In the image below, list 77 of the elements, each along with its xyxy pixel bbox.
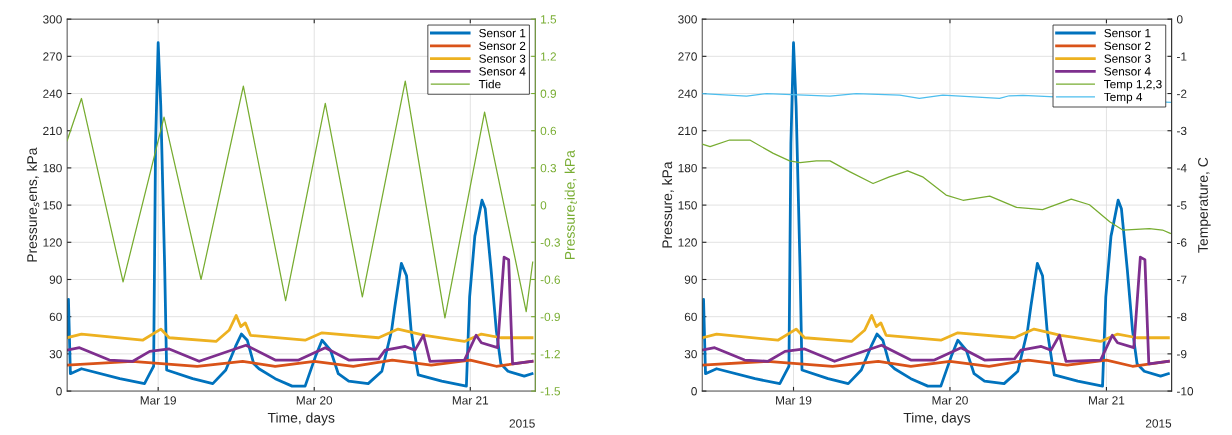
text: 2015 [509, 419, 535, 428]
y2-tick-label: 0.9 [540, 89, 557, 98]
y-tick-label: 300 [43, 15, 62, 24]
y2-tick-label: 0 [1176, 15, 1183, 24]
y2-tick-label: 1.2 [541, 52, 556, 61]
y-tick-label: 180 [43, 163, 62, 173]
y-tick-label: 150 [678, 201, 697, 210]
y2-tick-label: -2 [1177, 89, 1187, 98]
line-series [67, 80, 534, 319]
legend-label: Sensor 2 [479, 41, 526, 51]
y-tick-label: 270 [43, 52, 62, 61]
y-tick-label: 60 [49, 312, 62, 322]
y2-tick-label: -0.6 [540, 275, 560, 284]
line-series [67, 314, 534, 343]
y2-tick-label: -8 [1177, 312, 1187, 322]
y2-tick-label: -6 [1177, 238, 1187, 247]
y-tick-label: 240 [678, 89, 697, 98]
y2-tick-label: 0.6 [540, 126, 557, 136]
y2-tick-label: 0 [540, 201, 547, 210]
y2-tick-label: -1.2 [540, 349, 560, 359]
x-axis-title: Time, days [903, 412, 971, 426]
x-tick-label: Mar 20 [296, 396, 333, 405]
line-series [67, 255, 534, 366]
y2-tick-label: 1.5 [541, 15, 557, 24]
y2-tick-label: -10 [1177, 387, 1194, 396]
y2-tick-label: -0.3 [540, 238, 560, 247]
line-series [702, 314, 1170, 343]
y-tick-label: 90 [684, 275, 697, 284]
x-tick-label: Mar 21 [1089, 396, 1125, 405]
y-axis-title: Pressure$_{s}$ens, kPa [26, 147, 40, 262]
x-tick-label: Mar 20 [932, 396, 968, 405]
y2-tick-label: 0.3 [540, 163, 557, 173]
legend-label: Sensor 1 [479, 28, 526, 38]
y-tick-label: 240 [43, 89, 62, 98]
y-tick-label: 300 [678, 15, 697, 24]
y2-tick-label: -5 [1177, 201, 1187, 210]
x-axis-title: Time, days [267, 412, 335, 426]
y2-tick-label: -0.9 [540, 312, 560, 322]
y-tick-label: 270 [678, 52, 697, 61]
legend-label: Temp 4 [1104, 92, 1143, 104]
y2-tick-label: -4 [1177, 164, 1187, 173]
y-tick-label: 120 [678, 238, 697, 247]
line-series [702, 41, 1170, 388]
text: 2015 [1145, 419, 1172, 428]
y-tick-label: 180 [678, 163, 697, 173]
y2-axis-title: Pressure$_{t}$ide, kPa [564, 150, 577, 260]
line-series [67, 41, 534, 388]
x-tick-label: Mar 19 [776, 396, 812, 405]
y-tick-label: 0 [691, 387, 697, 396]
y-tick-label: 30 [49, 349, 62, 359]
y2-axis-title: Temperature, C [1198, 157, 1211, 253]
legend-label: Sensor 1 [1104, 28, 1151, 38]
y2-tick-label: -1.5 [540, 387, 561, 396]
y-tick-label: 60 [684, 312, 697, 322]
legend-label: Sensor 3 [479, 54, 526, 63]
y-tick-label: 90 [49, 275, 62, 284]
y-tick-label: 150 [43, 201, 62, 210]
y-tick-label: 0 [56, 387, 62, 396]
legend-label: Tide [478, 79, 501, 89]
y2-tick-label: -9 [1177, 349, 1187, 359]
legend-label: Sensor 3 [1104, 54, 1151, 63]
x-tick-label: Mar 19 [140, 396, 176, 405]
y-tick-label: 120 [43, 238, 62, 247]
legend-label: Sensor 2 [1104, 41, 1151, 51]
y-axis-title: Pressure, kPa [661, 161, 674, 248]
y-tick-label: 30 [684, 349, 697, 359]
x-tick-label: Mar 21 [452, 396, 489, 405]
legend-label: Sensor 4 [479, 67, 526, 76]
legend-label: Sensor 4 [1104, 67, 1151, 76]
y2-tick-label: -1 [1177, 52, 1187, 61]
line-series [702, 255, 1170, 366]
y-tick-label: 210 [678, 126, 697, 136]
y2-tick-label: -7 [1177, 275, 1187, 284]
legend-label: Temp 1,2,3 [1104, 80, 1162, 91]
y-tick-label: 210 [43, 126, 62, 136]
line-series [702, 139, 1171, 234]
y2-tick-label: -3 [1177, 126, 1187, 136]
